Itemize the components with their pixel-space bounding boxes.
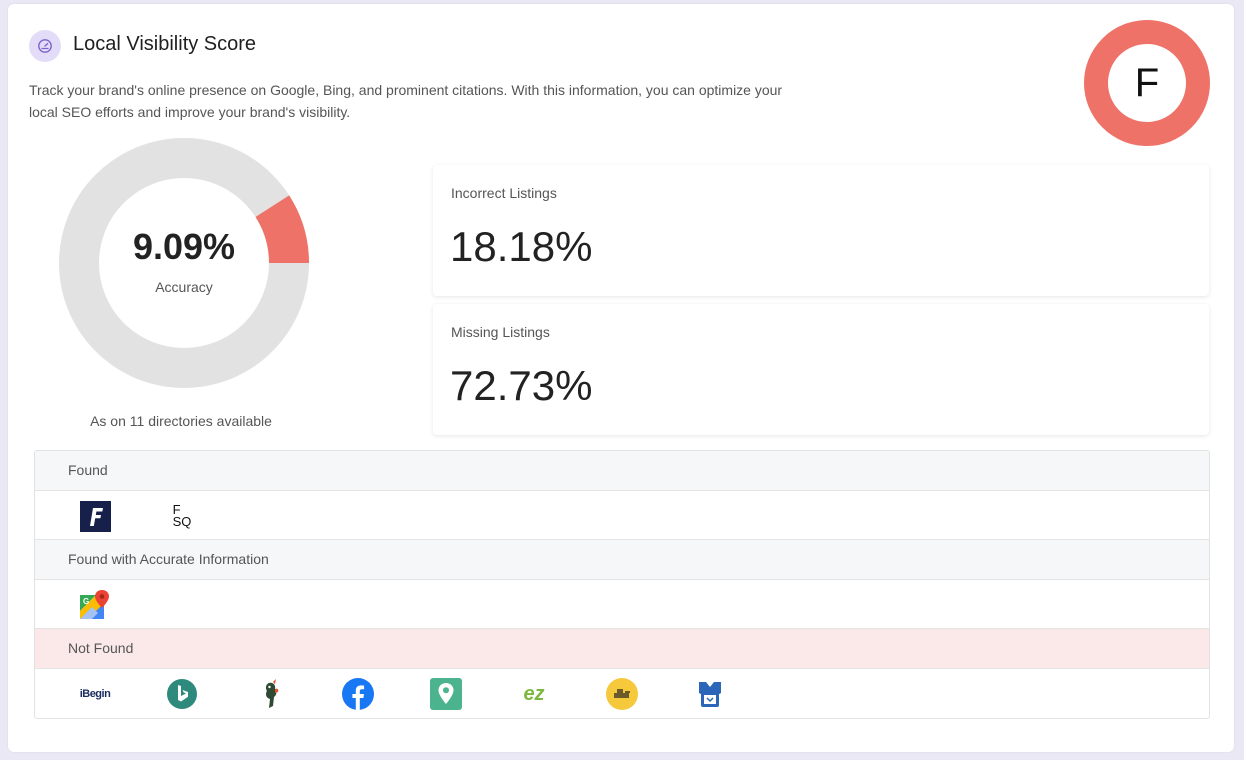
missing-listings-value: 72.73% [450, 362, 593, 409]
grade-badge: F [1084, 20, 1210, 146]
ibegin-icon[interactable]: iBegin [79, 678, 111, 710]
fsq-text-bottom: SQ [172, 514, 192, 529]
incorrect-listings-label: Incorrect Listings [451, 185, 557, 201]
accurate-section-header: Found with Accurate Information [35, 540, 1209, 580]
facebook-icon[interactable] [342, 678, 374, 710]
donut-accuracy-arc [255, 195, 309, 264]
ezlocal-text: ez [523, 682, 545, 705]
page-description: Track your brand's online presence on Go… [29, 82, 783, 120]
accuracy-donut [59, 138, 309, 388]
gauge-icon [29, 30, 61, 62]
incorrect-listings-value: 18.18% [450, 223, 593, 270]
incorrect-listings-card: Incorrect Listings 18.18% [433, 165, 1209, 296]
not-found-section-label: Not Found [68, 640, 134, 656]
fsq-text-top: F [172, 502, 181, 517]
cylex-icon[interactable] [606, 678, 638, 710]
fsq-icon[interactable]: F SQ [166, 500, 198, 532]
accuracy-value: 9.09% [132, 226, 236, 267]
accurate-icons-row: G [35, 580, 1209, 629]
ezlocal-icon[interactable]: ez [518, 678, 550, 710]
missing-listings-card: Missing Listings 72.73% [433, 304, 1209, 435]
svg-text:G: G [83, 597, 89, 606]
not-found-section-header: Not Found [35, 629, 1209, 669]
map-pin-icon[interactable] [430, 678, 462, 710]
found-section-label: Found [68, 462, 108, 478]
found-section-header: Found [35, 451, 1209, 491]
grade-letter: F [1134, 60, 1160, 105]
missing-listings-label: Missing Listings [451, 324, 550, 340]
ibegin-text: iBegin [79, 688, 111, 700]
page-title: Local Visibility Score [73, 33, 257, 55]
listings-table: Found F SQ Found with Accurate Informatio… [34, 450, 1210, 719]
accurate-section-label: Found with Accurate Information [68, 551, 269, 567]
foursquare-f-icon[interactable] [79, 500, 111, 532]
found-icons-row: F SQ [35, 491, 1209, 540]
brownbook-icon[interactable] [694, 678, 726, 710]
hotfrog-icon[interactable] [255, 678, 287, 710]
not-found-icons-row: iBegin [35, 669, 1209, 717]
directories-footnote: As on 11 directories available [90, 413, 272, 429]
accuracy-label: Accuracy [155, 279, 213, 295]
google-maps-icon[interactable]: G [78, 589, 110, 621]
bing-icon[interactable] [166, 678, 198, 710]
